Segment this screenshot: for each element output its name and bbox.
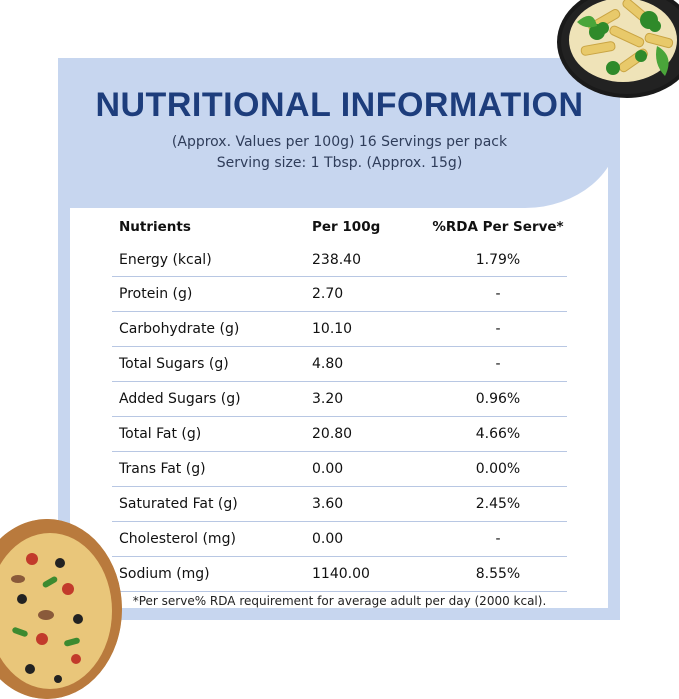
pizza-image — [0, 519, 122, 699]
nutrient-name: Sodium (mg) — [119, 566, 210, 582]
table-row: Saturated Fat (g) 3.60 2.45% — [112, 487, 567, 522]
pasta-bowl-illustration — [561, 0, 679, 94]
pasta-bowl-image — [557, 0, 679, 98]
per-100g-value: 0.00 — [312, 461, 344, 477]
table-row: Sodium (mg) 1140.00 8.55% — [112, 557, 567, 592]
header-band — [58, 58, 620, 208]
subtitle-values-per-100g: (Approx. Values per 100g) 16 Servings pe… — [171, 134, 508, 150]
column-header-per-100g: Per 100g — [312, 219, 381, 235]
per-100g-value: 238.40 — [312, 252, 361, 268]
rda-value: - — [495, 356, 501, 372]
table-row: Energy (kcal) 238.40 1.79% — [112, 244, 567, 277]
nutrient-name: Carbohydrate (g) — [119, 321, 240, 337]
nutrient-name: Added Sugars (g) — [119, 391, 241, 407]
per-100g-value: 20.80 — [312, 426, 353, 442]
per-100g-value: 10.10 — [312, 321, 353, 337]
subtitle-serving-size: Serving size: 1 Tbsp. (Approx. 15g) — [216, 155, 463, 171]
pizza-illustration — [0, 519, 122, 699]
table-row: Cholesterol (mg) 0.00 - — [112, 522, 567, 557]
table-header-row: Nutrients Per 100g %RDA Per Serve* — [112, 210, 567, 244]
table-row: Added Sugars (g) 3.20 0.96% — [112, 382, 567, 417]
nutrient-name: Energy (kcal) — [119, 252, 212, 268]
per-100g-value: 3.20 — [312, 391, 344, 407]
footnote: *Per serve% RDA requirement for average … — [132, 594, 547, 608]
nutrient-name: Saturated Fat (g) — [119, 496, 238, 512]
rda-value: 0.96% — [475, 391, 521, 407]
rda-value: 2.45% — [475, 496, 521, 512]
per-100g-value: 1140.00 — [312, 566, 370, 582]
nutrient-name: Total Fat (g) — [119, 426, 202, 442]
per-100g-value: 4.80 — [312, 356, 344, 372]
per-100g-value: 3.60 — [312, 496, 344, 512]
nutrient-name: Cholesterol (mg) — [119, 531, 236, 547]
per-100g-value: 2.70 — [312, 286, 344, 302]
column-header-nutrients: Nutrients — [119, 219, 191, 235]
table-row: Carbohydrate (g) 10.10 - — [112, 312, 567, 347]
nutrition-table: Nutrients Per 100g %RDA Per Serve* Energ… — [112, 210, 567, 592]
nutrient-name: Trans Fat (g) — [119, 461, 206, 477]
page-title: NUTRITIONAL INFORMATION — [95, 86, 584, 124]
per-100g-value: 0.00 — [312, 531, 344, 547]
nutrient-name: Protein (g) — [119, 286, 193, 302]
table-row: Total Sugars (g) 4.80 - — [112, 347, 567, 382]
rda-value: 4.66% — [475, 426, 521, 442]
nutrient-name: Total Sugars (g) — [119, 356, 229, 372]
table-row: Total Fat (g) 20.80 4.66% — [112, 417, 567, 452]
rda-value: - — [495, 286, 501, 302]
rda-value: - — [495, 321, 501, 337]
column-header-rda: %RDA Per Serve* — [432, 219, 564, 235]
table-row: Protein (g) 2.70 - — [112, 277, 567, 312]
table-row: Trans Fat (g) 0.00 0.00% — [112, 452, 567, 487]
rda-value: 8.55% — [475, 566, 521, 582]
rda-value: 1.79% — [475, 252, 521, 268]
nutrition-card — [58, 58, 620, 620]
rda-value: - — [495, 531, 501, 547]
rda-value: 0.00% — [475, 461, 521, 477]
